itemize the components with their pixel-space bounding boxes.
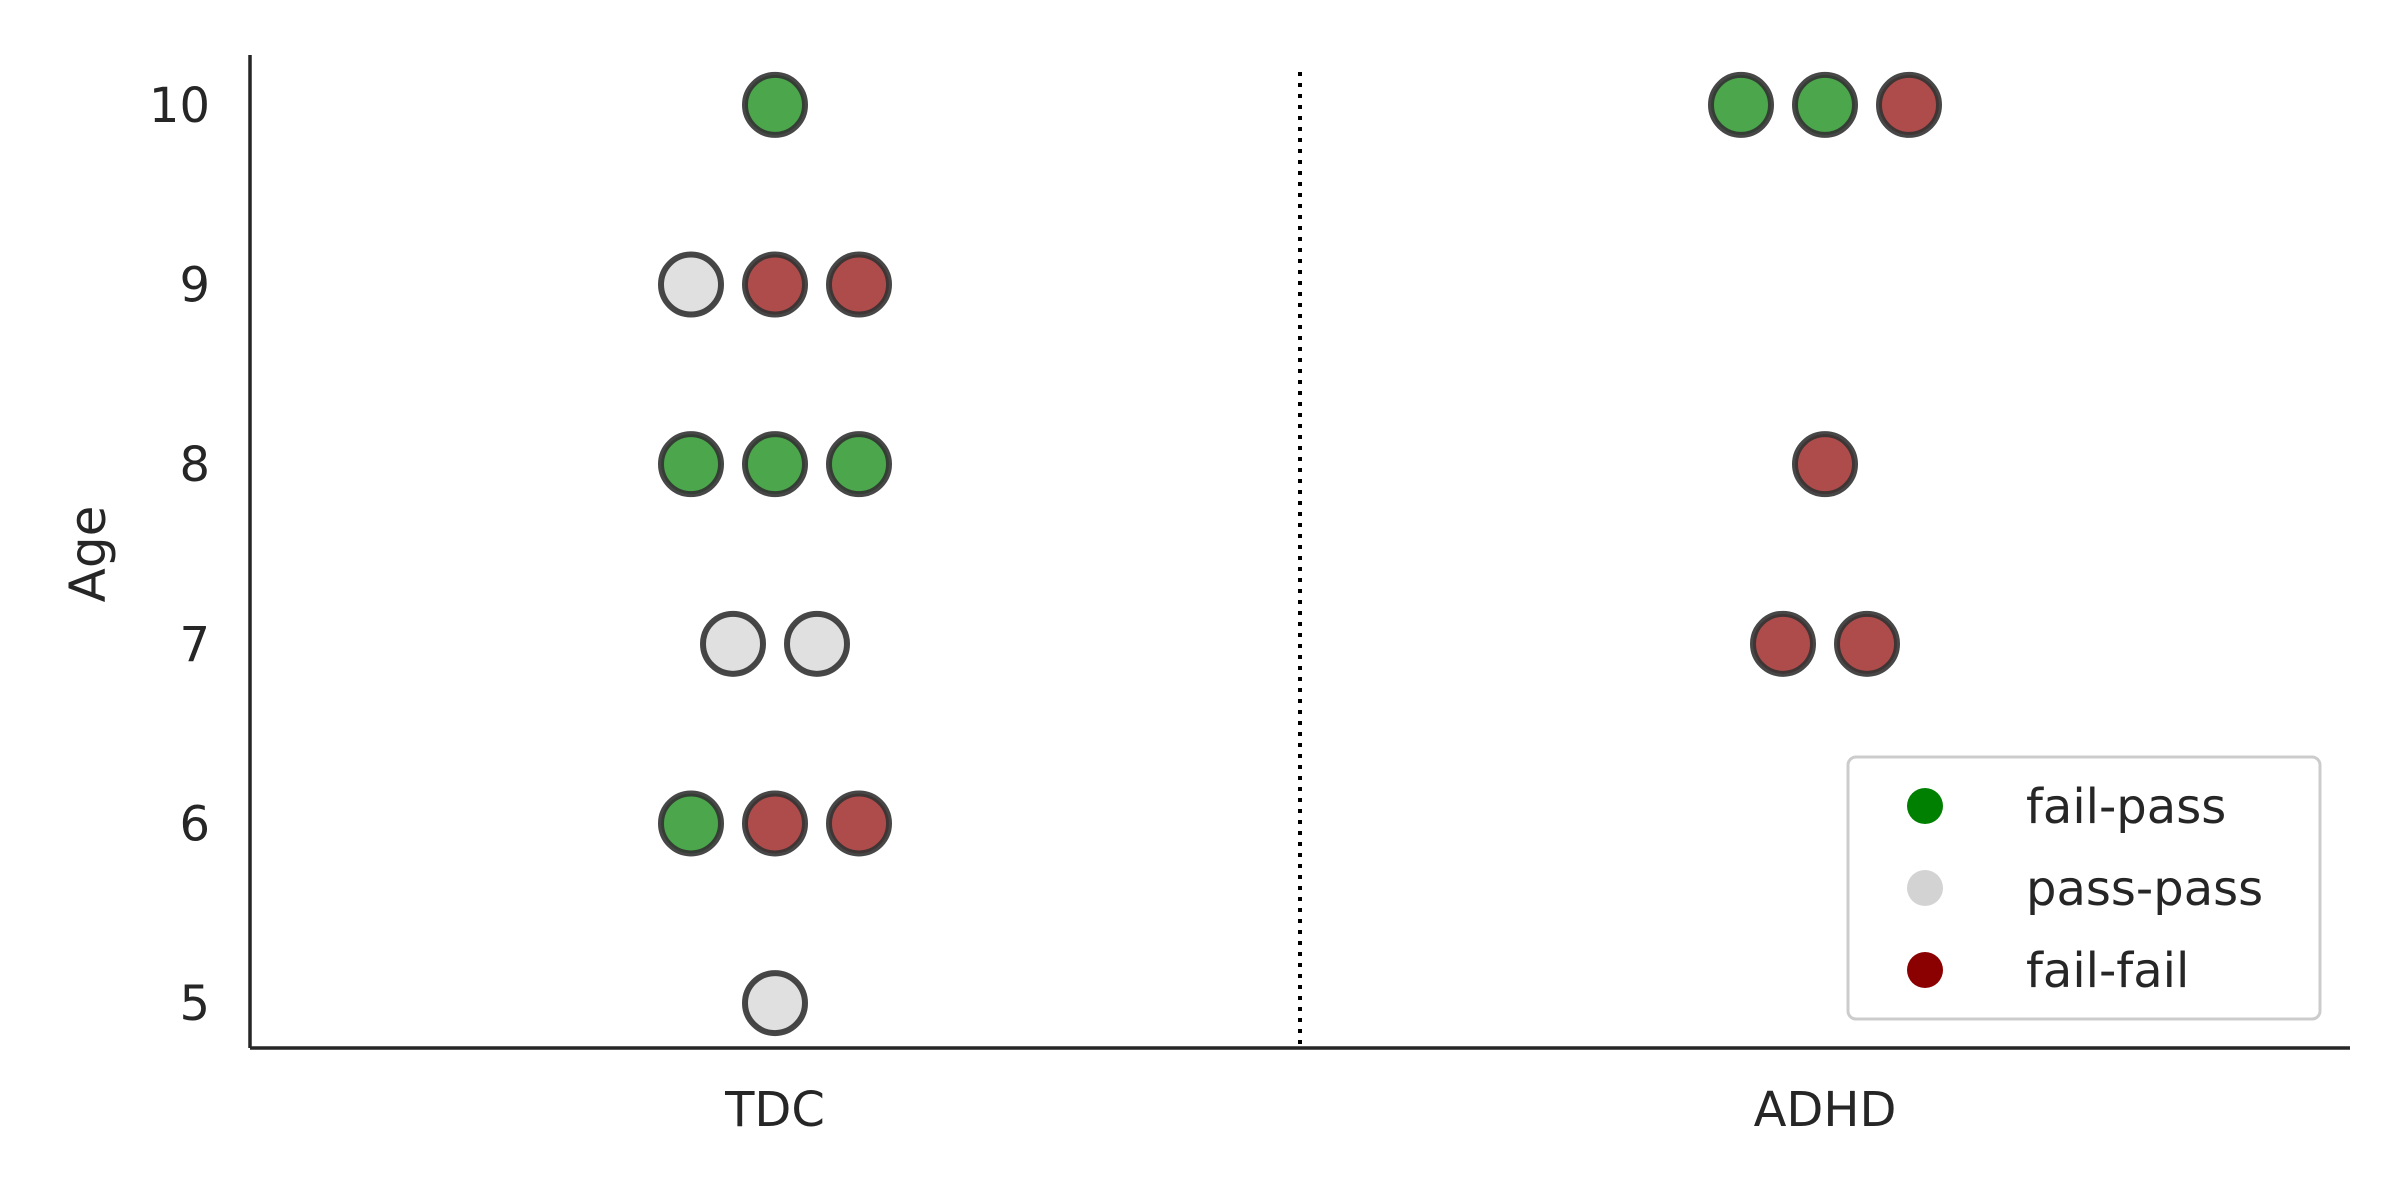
y-tick-label: 9 (179, 258, 210, 314)
y-tick-label: 6 (179, 796, 210, 852)
data-point (1750, 610, 1816, 677)
data-point (742, 790, 808, 857)
data-point (742, 431, 808, 498)
legend-marker (1907, 788, 1943, 824)
legend-frame (1846, 755, 2322, 1021)
data-point (658, 431, 724, 498)
data-point (658, 251, 724, 318)
data-point (742, 71, 808, 138)
data-point (1834, 610, 1900, 677)
points-layer (658, 71, 1942, 1037)
data-point (742, 251, 808, 318)
legend-label: fail-pass (2026, 779, 2226, 835)
axes-layer: 5 6 7 8 9 10 TDC ADHD Age (59, 55, 2350, 1138)
y-tick-label: 8 (179, 437, 210, 493)
y-axis-label: Age (59, 506, 117, 603)
data-point (784, 610, 850, 677)
y-tick-label: 5 (179, 976, 210, 1032)
data-point (1792, 431, 1858, 498)
x-tick-label: TDC (724, 1082, 825, 1138)
legend-label: fail-fail (2026, 943, 2189, 999)
legend-marker (1907, 870, 1943, 906)
y-tick-label: 10 (149, 78, 210, 134)
data-point (826, 431, 892, 498)
y-tick-label: 7 (179, 617, 210, 673)
data-point (700, 610, 766, 677)
data-point (826, 790, 892, 857)
data-point (1792, 71, 1858, 138)
data-point (826, 251, 892, 318)
data-point (658, 790, 724, 857)
data-point (742, 970, 808, 1037)
legend-label: pass-pass (2026, 861, 2263, 917)
data-point (1876, 71, 1942, 138)
data-point (1708, 71, 1774, 138)
x-tick-label: ADHD (1754, 1082, 1897, 1138)
legend-marker (1907, 952, 1943, 988)
legend: fail-pass pass-pass fail-fail (1846, 755, 2322, 1021)
